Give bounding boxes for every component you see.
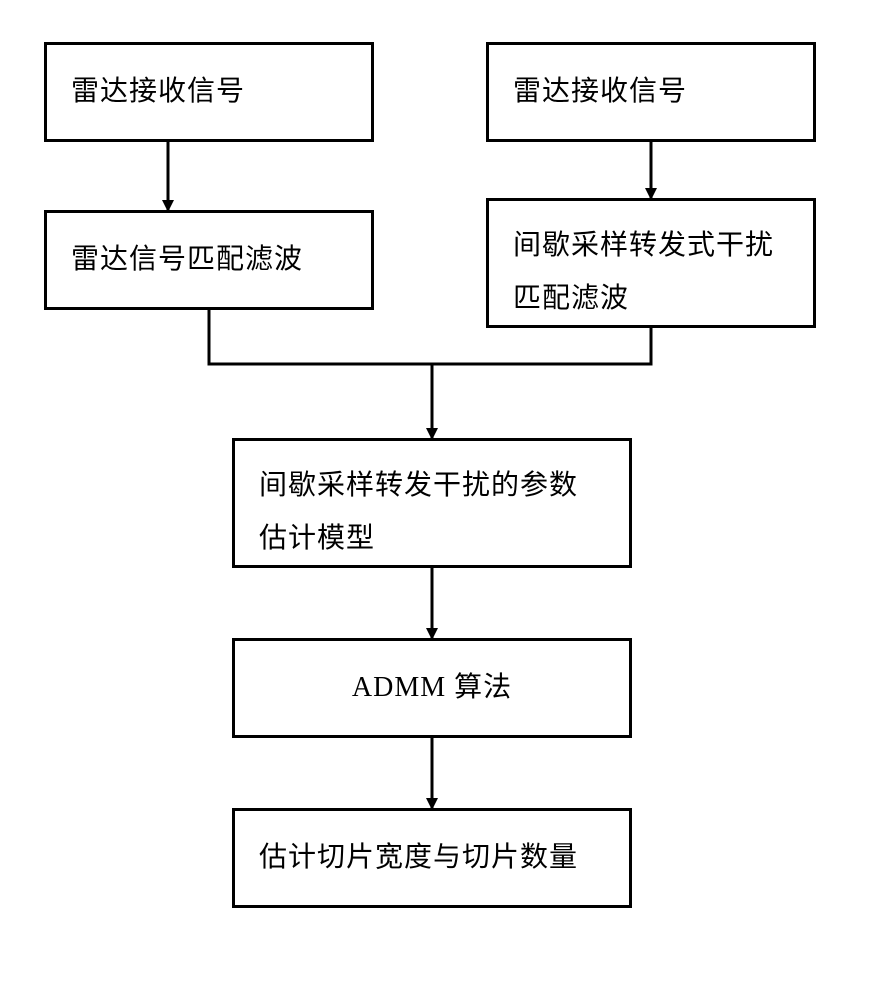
node-radar-signal-2: 雷达接收信号 — [486, 42, 816, 142]
node-label: 雷达信号匹配滤波 — [71, 233, 303, 286]
node-param-estimation: 间歇采样转发干扰的参数估计模型 — [232, 438, 632, 568]
node-interference-filter: 间歇采样转发式干扰匹配滤波 — [486, 198, 816, 328]
node-label: 雷达接收信号 — [71, 65, 245, 118]
node-label: 间歇采样转发式干扰匹配滤波 — [513, 219, 789, 325]
edge-n3-merge — [209, 310, 432, 364]
node-label: 雷达接收信号 — [513, 65, 687, 118]
node-matched-filter: 雷达信号匹配滤波 — [44, 210, 374, 310]
edge-n4-merge — [432, 328, 651, 364]
node-label: 间歇采样转发干扰的参数估计模型 — [259, 459, 605, 565]
node-radar-signal-1: 雷达接收信号 — [44, 42, 374, 142]
node-admm: ADMM 算法 — [232, 638, 632, 738]
node-label: 估计切片宽度与切片数量 — [259, 831, 578, 884]
node-estimate-slice: 估计切片宽度与切片数量 — [232, 808, 632, 908]
node-label: ADMM 算法 — [259, 661, 605, 714]
